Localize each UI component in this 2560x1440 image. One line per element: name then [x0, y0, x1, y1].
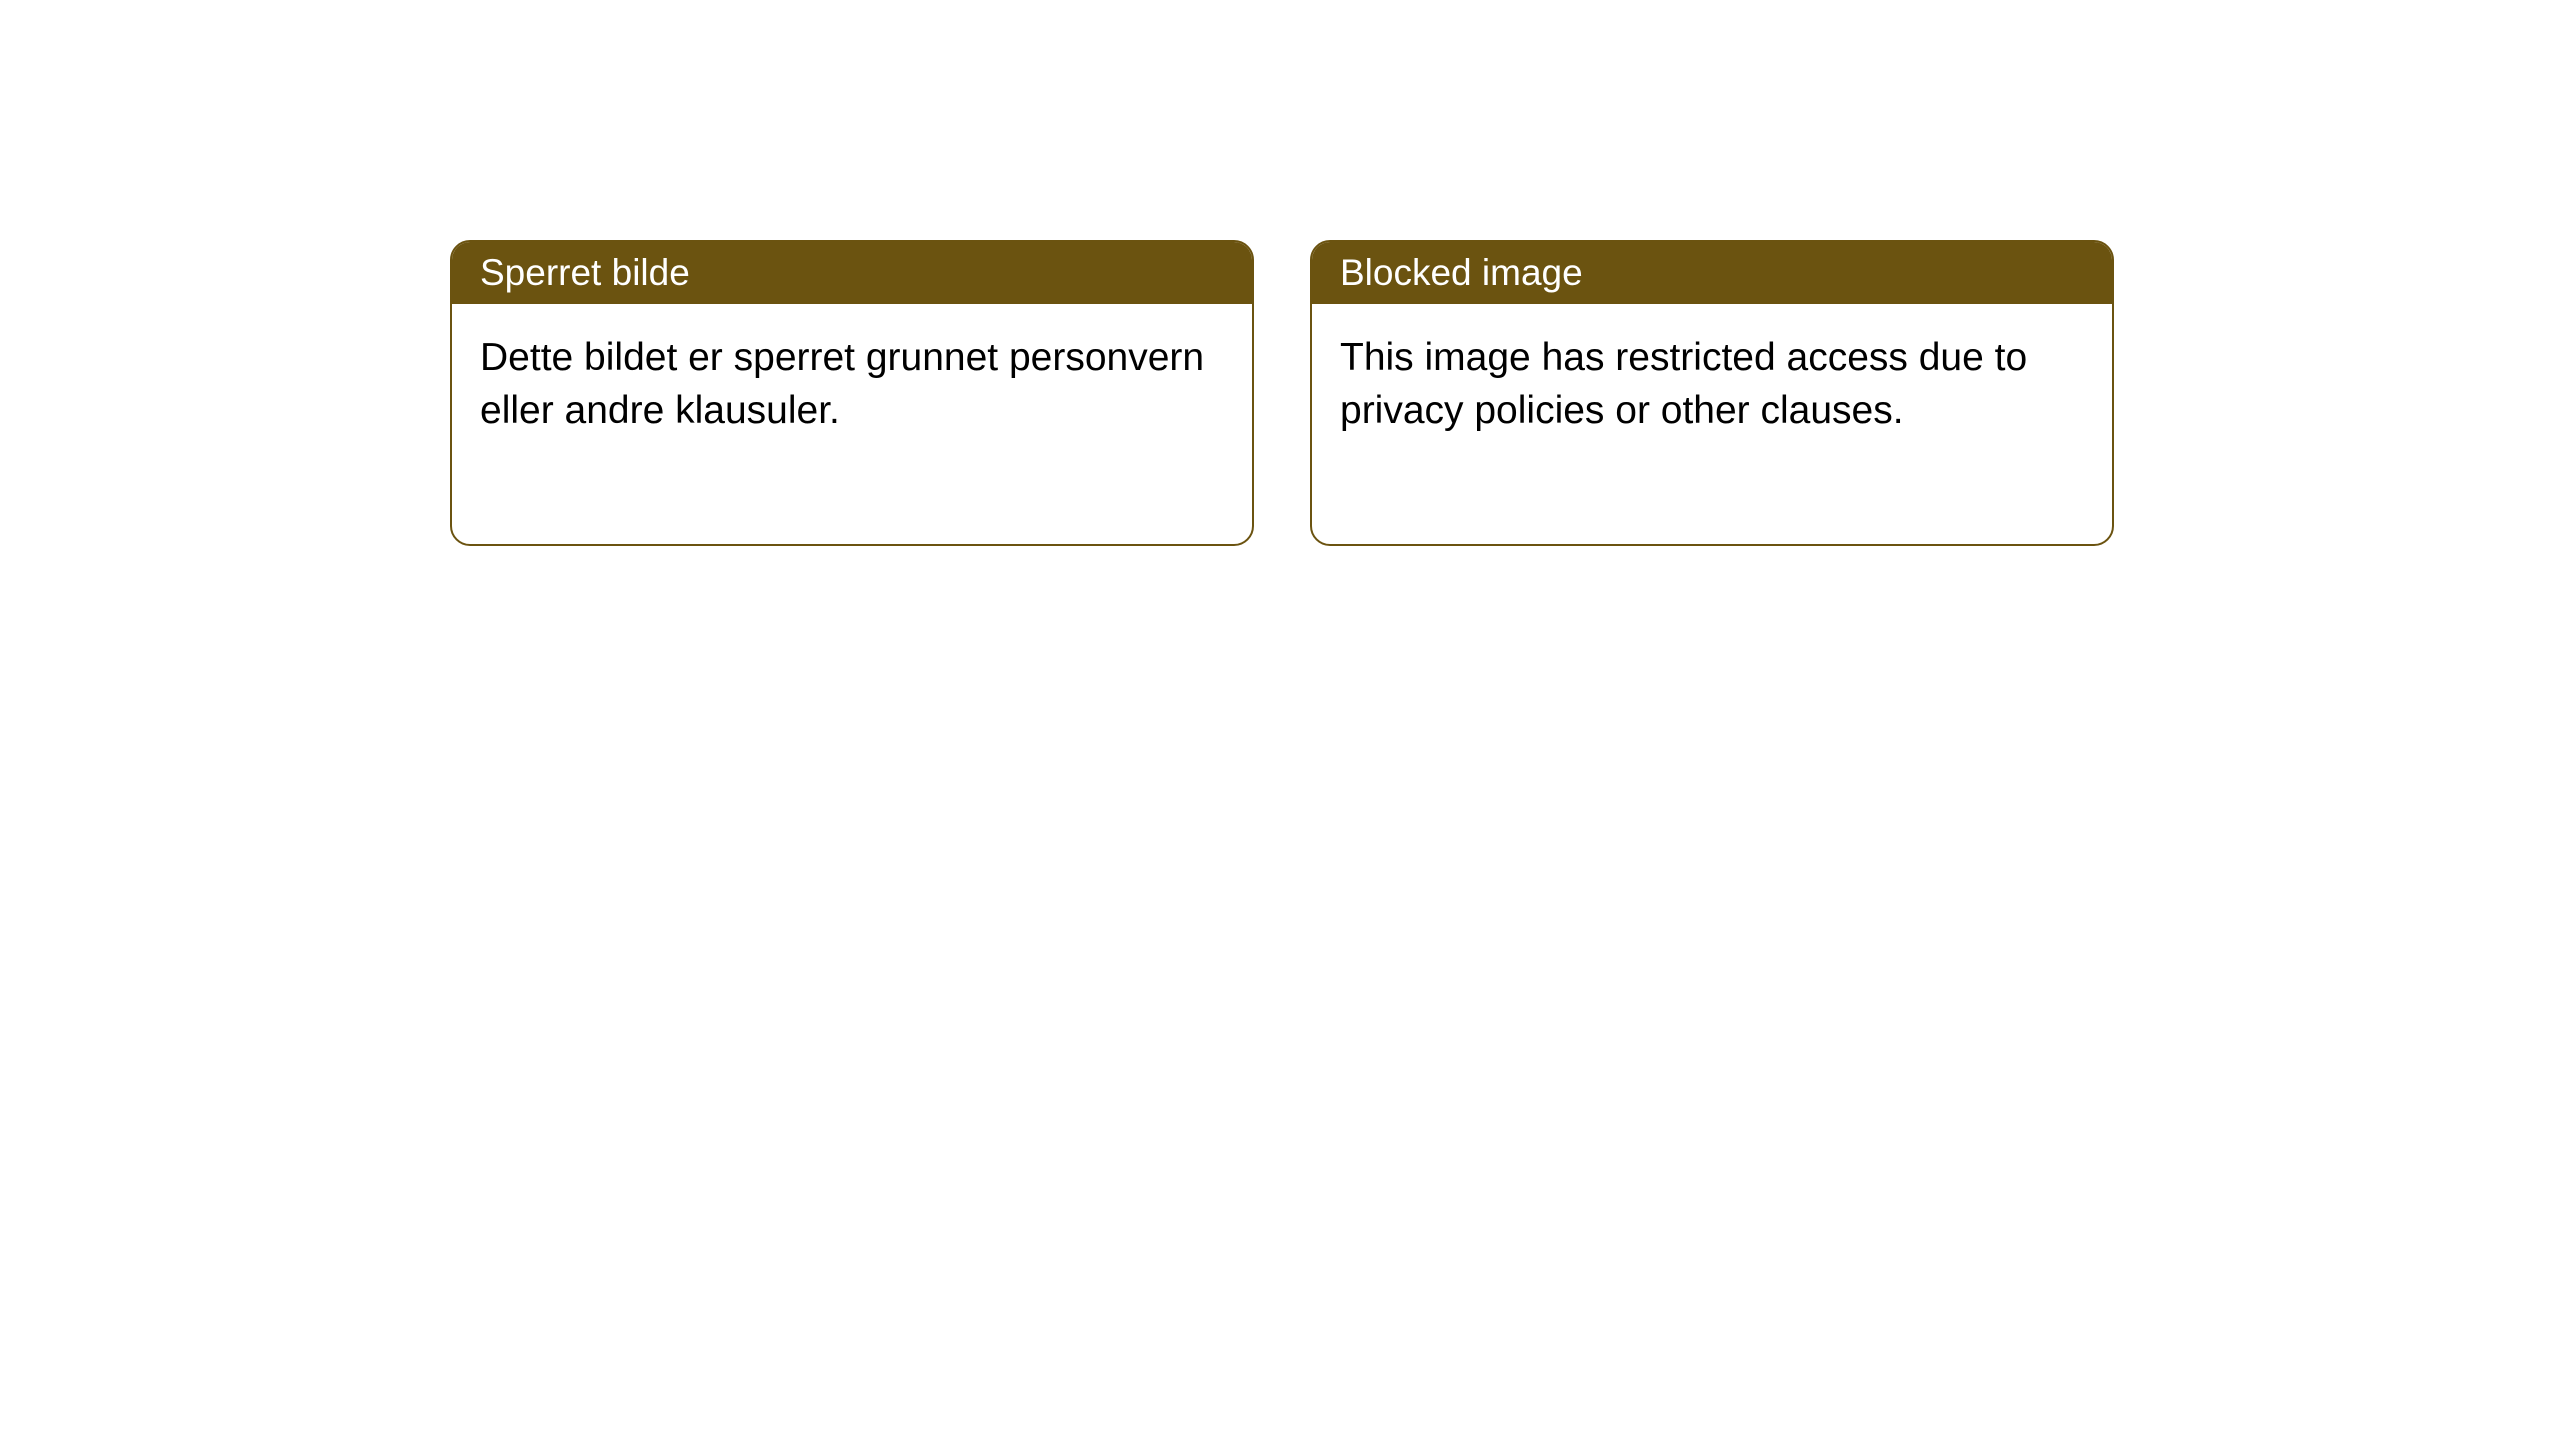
notice-header: Sperret bilde	[452, 242, 1252, 304]
notice-body: Dette bildet er sperret grunnet personve…	[452, 304, 1252, 544]
notice-card-norwegian: Sperret bilde Dette bildet er sperret gr…	[450, 240, 1254, 546]
notice-body: This image has restricted access due to …	[1312, 304, 2112, 544]
notice-header: Blocked image	[1312, 242, 2112, 304]
notice-container: Sperret bilde Dette bildet er sperret gr…	[0, 0, 2560, 546]
notice-card-english: Blocked image This image has restricted …	[1310, 240, 2114, 546]
